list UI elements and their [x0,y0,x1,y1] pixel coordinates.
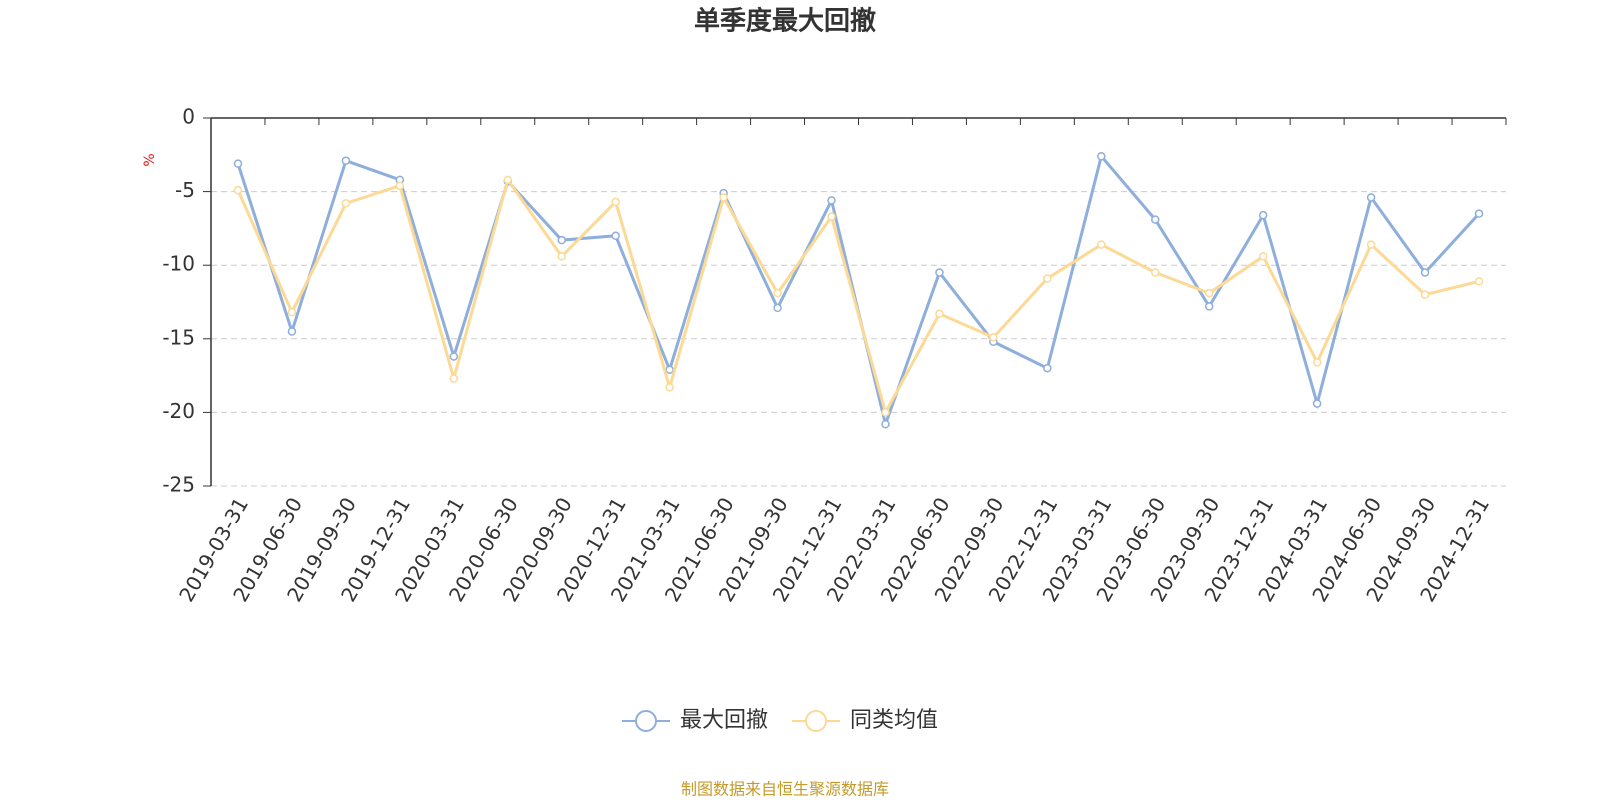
point [449,352,459,361]
point [1204,302,1214,311]
point [233,159,243,168]
y-axis-label: % [142,153,158,166]
point [935,309,944,319]
point [1043,274,1052,283]
point [1420,290,1430,299]
point [233,185,243,195]
point [665,365,674,374]
legend-marker [805,710,828,732]
y-tick-label: -25 [162,473,195,497]
point [1204,288,1214,298]
chart-title: 单季度最大回撤 [694,6,876,37]
point [935,268,944,277]
point [665,383,674,392]
point [1097,240,1106,249]
point [503,175,513,185]
y-tick-label: 0 [182,105,195,129]
series-line [236,153,1481,430]
y-tick-label: -20 [162,399,195,423]
point [341,156,351,165]
point [1097,152,1106,161]
point [1474,209,1484,218]
point [1258,210,1268,220]
legend-label: 同类均值 [850,708,938,733]
point [1258,252,1268,261]
point [287,308,297,317]
point [557,252,566,261]
y-tick-label: -10 [162,252,195,276]
y-tick-label: -5 [175,178,195,202]
point [773,288,782,298]
legend-label: 最大回撤 [680,708,768,733]
point [773,303,782,313]
point [611,231,620,241]
point [827,196,836,205]
point [341,199,351,208]
point [881,408,890,417]
legend: 最大回撤 同类均值 [622,708,938,733]
point [1366,240,1376,249]
legend-marker [635,710,657,732]
point [1312,399,1322,408]
point [719,193,728,202]
point [395,181,405,190]
point [287,327,297,336]
point [611,197,620,207]
point [989,333,998,342]
source-note: 制图数据来自恒生聚源数据库 [681,780,889,799]
point [1420,268,1430,277]
point [1151,268,1160,277]
point [881,419,890,429]
point [1043,363,1052,373]
point [827,212,836,221]
point [557,235,566,245]
point [1151,215,1160,224]
y-tick-label: -15 [162,325,195,349]
point [449,374,459,383]
point [1312,358,1322,367]
series-line [236,176,1480,417]
point [1474,277,1484,286]
point [1366,193,1376,202]
